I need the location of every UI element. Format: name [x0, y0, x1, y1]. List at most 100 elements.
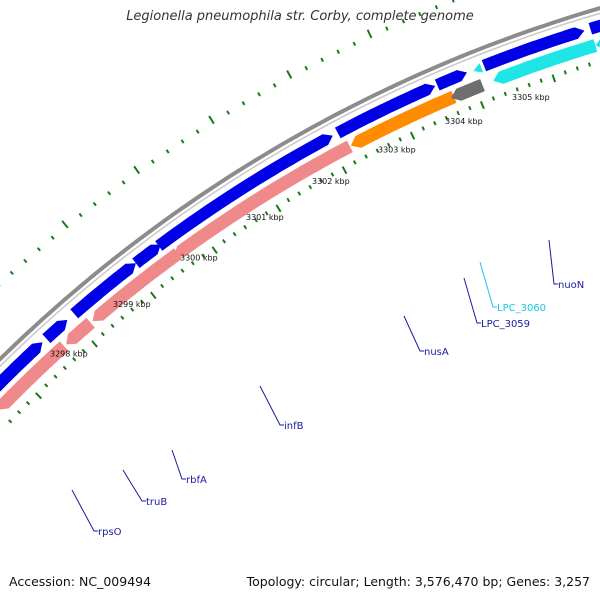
kbp-tick-label: 3304 kbp [445, 117, 483, 126]
tick-mark [364, 154, 368, 159]
gc-dot [226, 110, 231, 115]
tick-mark [387, 142, 391, 148]
backbone-line-outer [0, 6, 600, 362]
tick-mark [491, 96, 496, 101]
gene-label: LPC_3060 [497, 303, 546, 314]
gc-dot [36, 247, 41, 252]
tick-mark [44, 383, 49, 388]
tick-mark [180, 268, 185, 273]
tick-mark [201, 253, 206, 258]
gene-label-leader [403, 315, 424, 352]
gc-dot [336, 49, 341, 54]
gene-label-leader [259, 385, 284, 426]
kbp-tick-label: 3302 kbp [312, 177, 350, 186]
tick-mark [539, 78, 543, 83]
tick-mark [575, 66, 579, 71]
gc-dot [385, 26, 389, 31]
tick-mark [211, 246, 218, 254]
gc-dot [241, 101, 246, 106]
gc-dot [304, 65, 309, 71]
tick-mark [444, 115, 449, 121]
tick-mark [308, 184, 313, 190]
gc-dot [78, 212, 83, 218]
tick-mark [468, 105, 472, 111]
gene-arrow-small [473, 63, 484, 73]
tick-mark [16, 410, 22, 415]
tick-mark [120, 315, 125, 320]
gene-label-leader [479, 261, 497, 308]
gc-dot [165, 149, 170, 154]
tick-mark [319, 178, 324, 183]
kbp-tick-label: 3301 kbp [246, 213, 284, 222]
gc-dot [195, 129, 200, 134]
tick-mark [35, 392, 43, 400]
gc-dot [451, 0, 455, 3]
tick-mark [433, 120, 437, 126]
gc-dot [366, 29, 373, 39]
tick-mark [515, 87, 519, 92]
tick-mark [53, 374, 58, 379]
gene-label-leader [171, 449, 186, 480]
tick-mark [8, 419, 13, 424]
kbp-label-group: 3298 kbp 3299 kbp 3300 kbp 3301 kbp 3302 kbp… [50, 93, 550, 358]
gene-arrow-forward [155, 134, 333, 251]
gene-arrow-forward [70, 263, 136, 319]
tick-mark [527, 82, 531, 88]
gc-dot [61, 220, 69, 229]
genome-summary-text: Topology: circular; Length: 3,576,470 bp… [246, 574, 590, 589]
gc-dot [133, 165, 141, 175]
gene-label-leader [463, 277, 481, 324]
tick-mark [110, 323, 115, 328]
gc-dot [418, 11, 422, 17]
gene-arrow-forward [42, 319, 68, 344]
gc-dot [434, 4, 439, 10]
tick-mark [140, 299, 145, 304]
gc-dot [150, 159, 155, 164]
tick-mark [503, 91, 507, 97]
gene-arrow-reverse [595, 39, 600, 48]
gene-label-group: rpsO truB rbfA infB nusA LPC_3059 LPC_3060 nuoN [71, 239, 584, 538]
tick-mark [91, 340, 98, 348]
gc-dot [401, 19, 406, 24]
gc-dot [257, 91, 261, 97]
gene-label: rbfA [186, 475, 207, 486]
gc-dot [352, 41, 357, 47]
gene-label-leader [71, 489, 98, 532]
kbp-tick-label: 3299 kbp [113, 300, 151, 309]
tick-mark [587, 62, 592, 67]
accession-text: Accession: NC_009494 [9, 574, 152, 589]
gc-dot [286, 70, 293, 79]
gc-dot [50, 235, 55, 240]
gene-label: LPC_3059 [481, 319, 530, 330]
tick-mark [253, 217, 258, 223]
tick-mark [264, 211, 269, 216]
gene-arrow-forward [481, 27, 585, 72]
tick-mark [330, 172, 335, 177]
gene-label: infB [284, 421, 304, 432]
gene-arrow-forward [0, 342, 43, 392]
gene-label: rpsO [98, 527, 122, 538]
tick-mark [479, 100, 485, 110]
gene-label-leader [122, 469, 146, 502]
tick-mark [398, 137, 402, 142]
tick-mark [275, 204, 282, 213]
kbp-tick-label: 3300 kbp [180, 253, 218, 262]
tick-mark [563, 70, 567, 75]
tick-mark [222, 239, 227, 244]
tick-mark [409, 131, 416, 140]
kbp-tick-label: 3305 kbp [512, 93, 550, 102]
gc-dot [23, 258, 28, 264]
gene-arrow-reverse [66, 317, 95, 345]
tick-track [8, 62, 592, 424]
map-title: Legionella pneumophila str. Corby, compl… [126, 9, 474, 24]
outer-gc-dots [0, 0, 455, 287]
gene-arrow-reverse [174, 140, 353, 257]
gene-arrow-reverse [350, 90, 457, 148]
gene-arrow-reverse [493, 39, 598, 84]
gc-dot [9, 270, 14, 276]
gene-label: truB [146, 497, 167, 508]
gc-dot [180, 139, 185, 144]
gene-arrow-forward [132, 244, 161, 268]
tick-mark [150, 291, 157, 300]
tick-mark [352, 160, 357, 165]
